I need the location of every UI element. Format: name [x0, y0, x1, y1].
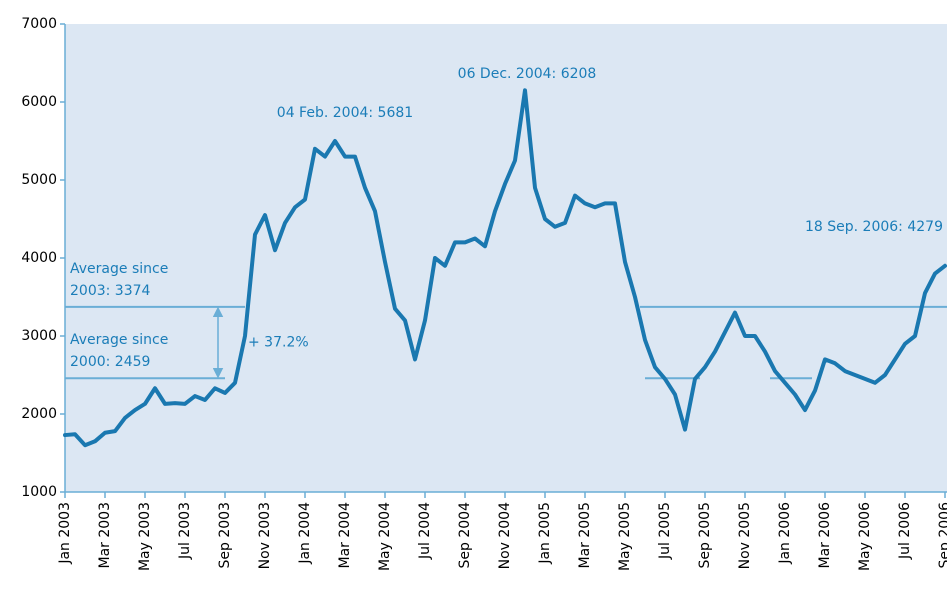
x-tick-label: Jul 2005	[657, 502, 673, 560]
reference-label: Average since	[70, 261, 168, 277]
data-line	[63, 88, 947, 448]
x-tick-label: Sep 2003	[217, 502, 233, 568]
x-tick-label: Sep 2005	[697, 502, 713, 568]
x-tick-label: Jan 2004	[297, 502, 313, 565]
x-tick-label: Jan 2005	[537, 502, 553, 565]
y-tick-label: 4000	[21, 250, 57, 266]
x-tick-label: Sep 2006	[937, 502, 947, 569]
reference-label: 2003: 3374	[70, 283, 151, 299]
difference-label: + 37.2%	[248, 335, 309, 351]
x-tick-label: May 2005	[617, 502, 633, 571]
x-tick-label: Mar 2003	[97, 502, 113, 569]
reference-label: Average since	[70, 332, 168, 348]
y-tick-label: 3000	[21, 328, 57, 344]
annotation: 06 Dec. 2004: 6208	[458, 66, 597, 82]
annotation: 04 Feb. 2004: 5681	[277, 105, 413, 121]
x-tick-label: Mar 2005	[577, 502, 593, 569]
x-tick-label: Nov 2005	[737, 502, 753, 569]
x-tick-label: Jul 2006	[897, 502, 913, 560]
y-tick-label: 5000	[21, 172, 57, 188]
y-tick-label: 7000	[21, 16, 57, 32]
y-tick-label: 6000	[21, 94, 57, 110]
y-tick-label: 2000	[21, 406, 57, 422]
annotation: 18 Sep. 2006: 4279	[805, 219, 943, 235]
x-tick-label: Sep 2004	[457, 502, 473, 569]
x-tick-label: Jul 2004	[417, 502, 433, 560]
x-tick-label: Nov 2003	[257, 502, 273, 569]
plot-area	[65, 24, 947, 492]
x-tick-label: Jul 2003	[177, 502, 193, 560]
y-tick-label: 1000	[21, 484, 57, 500]
reference-label: 2000: 2459	[70, 354, 150, 370]
x-tick-label: Mar 2006	[817, 502, 833, 569]
x-tick-label: Jan 2003	[57, 502, 73, 565]
x-tick-label: May 2004	[377, 502, 393, 571]
x-tick-label: Nov 2004	[497, 502, 513, 569]
x-tick-label: May 2003	[137, 502, 153, 571]
x-tick-label: Jan 2006	[777, 502, 793, 565]
x-tick-label: Mar 2004	[337, 502, 353, 569]
x-tick-label: May 2006	[857, 502, 873, 571]
